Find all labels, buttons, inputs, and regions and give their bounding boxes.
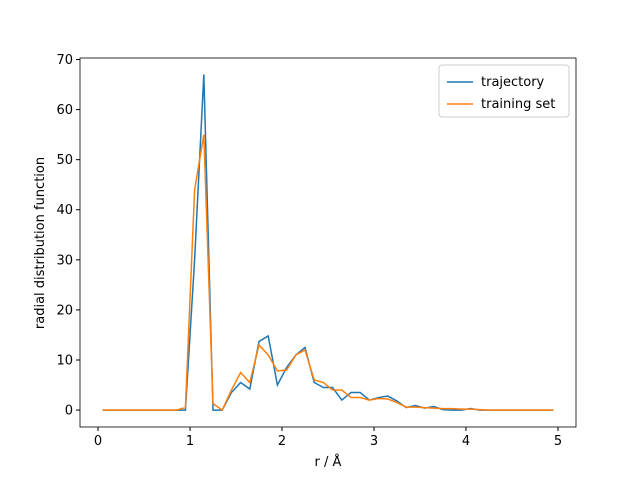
x-axis-label: r / Å [315,454,342,470]
y-tick-label: 70 [56,53,73,68]
y-tick-label: 20 [56,303,73,318]
x-tick-label: 5 [554,434,562,449]
y-tick-label: 50 [56,153,73,168]
x-tick-label: 3 [370,434,378,449]
data-line [102,134,554,412]
x-tick-label: 0 [94,434,102,449]
y-tick-label: 40 [56,203,73,218]
legend-label: trajectory [481,75,545,90]
y-axis-label: radial distribution function [33,157,48,329]
y-tick-label: 10 [56,353,73,368]
legend-label: training set [481,97,555,112]
y-tick-label: 60 [56,103,73,118]
y-tick-label: 0 [65,404,73,419]
y-tick-label: 30 [56,253,73,268]
x-tick-label: 2 [278,434,286,449]
x-tick-label: 1 [186,434,194,449]
plot-frame [79,57,577,428]
x-tick-label: 4 [462,434,470,449]
